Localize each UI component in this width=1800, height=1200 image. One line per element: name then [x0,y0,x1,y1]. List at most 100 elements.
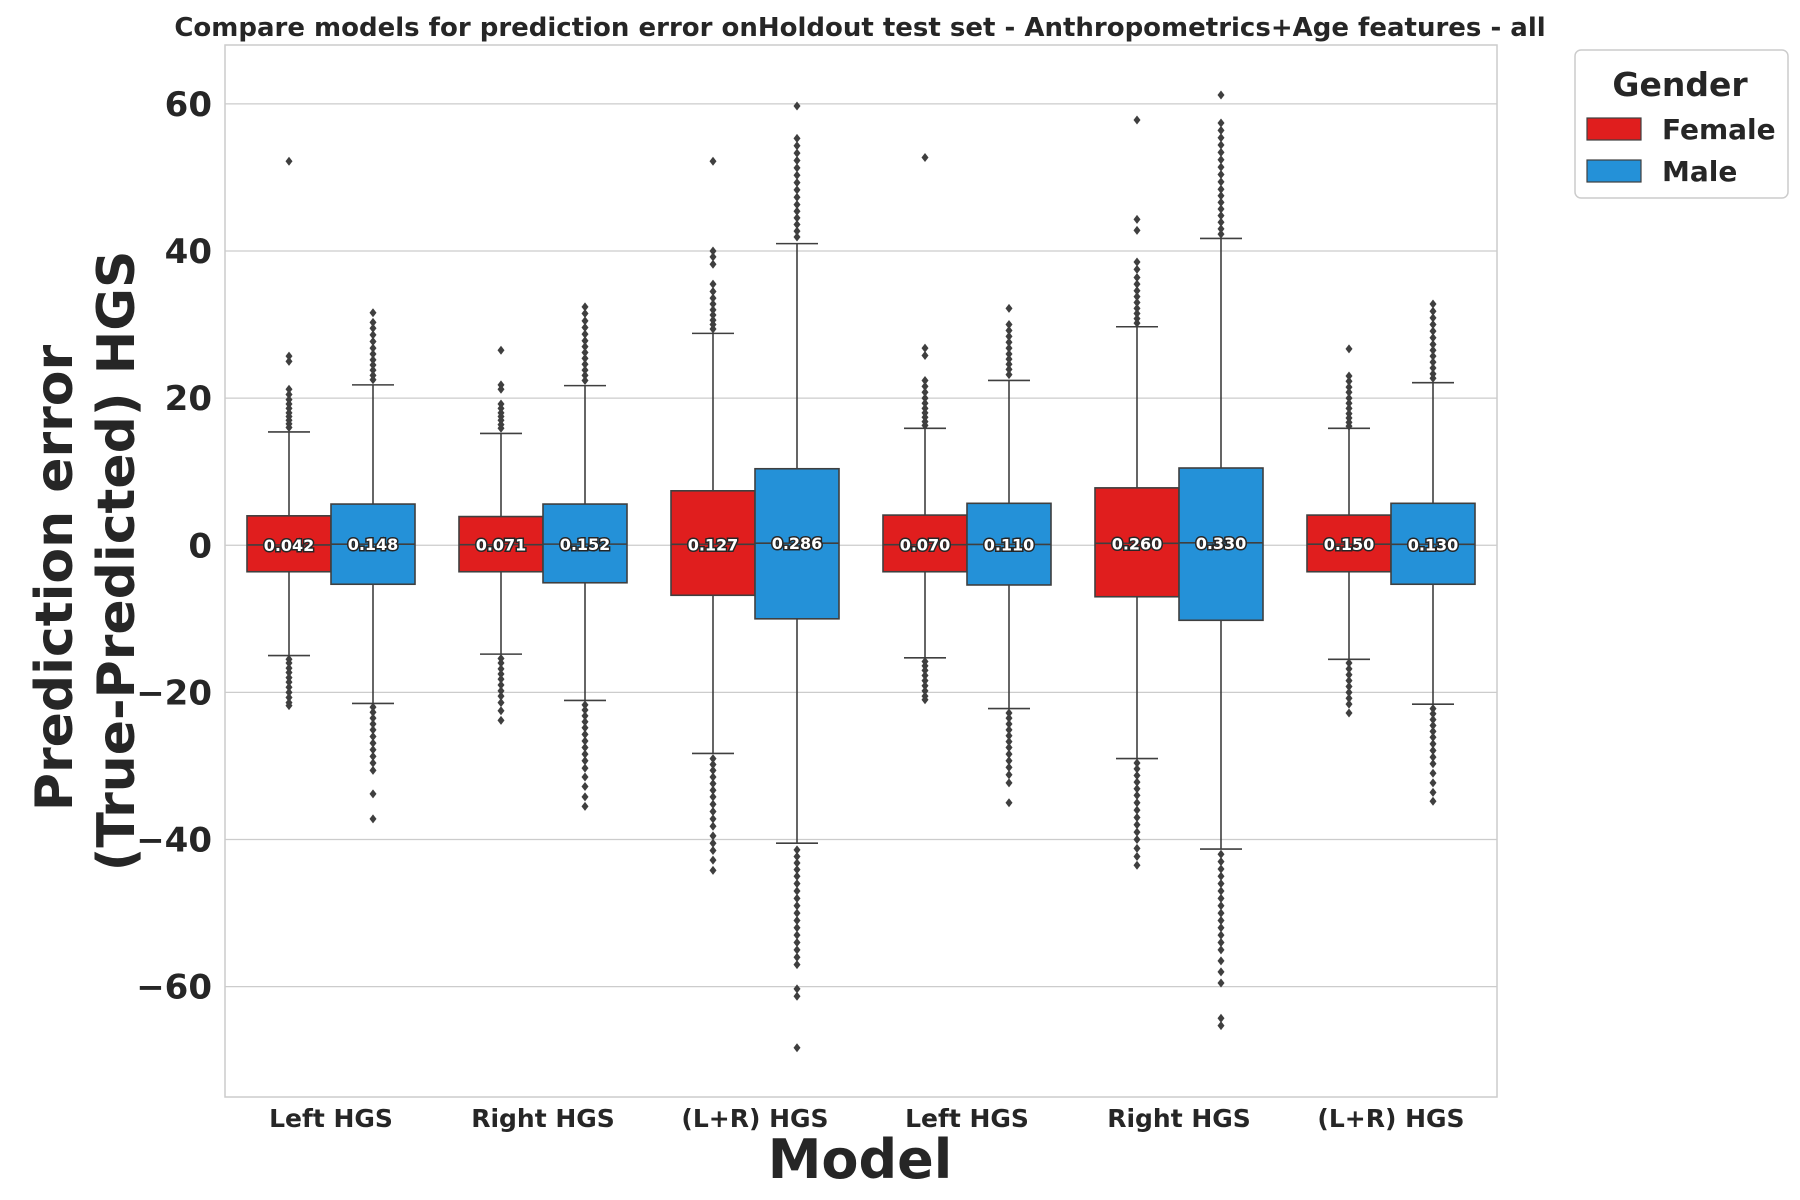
outlier-point [497,698,505,708]
outlier-point [1005,749,1013,759]
outlier-point [1429,715,1437,725]
outlier-point [1133,860,1141,870]
outlier-point [1345,681,1353,691]
outlier-point [709,831,717,841]
outlier-point [1005,719,1013,729]
outlier-point [285,693,293,703]
outlier-point [709,772,717,782]
outlier-point [369,330,377,340]
outlier-point [793,101,801,111]
outlier-point [709,286,717,296]
outlier-point [1429,778,1437,788]
outlier-point [497,664,505,674]
outlier-point [285,156,293,166]
median-value-label: 0.127 [688,535,739,554]
outlier-point [1217,133,1225,143]
outlier-point [1217,930,1225,940]
outlier-point [1429,373,1437,383]
outlier-point [285,668,293,678]
outlier-point [1133,214,1141,224]
outlier-point [1005,364,1013,374]
outlier-point [793,185,801,195]
outlier-point [709,293,717,303]
outlier-point [1345,676,1353,686]
outlier-point [921,686,929,696]
outlier-point [1429,746,1437,756]
outlier-point [1429,326,1437,336]
outlier-point [1429,732,1437,742]
outlier-point [1133,790,1141,800]
outlier-point [793,871,801,881]
outlier-point [1217,901,1225,911]
outlier-point [793,923,801,933]
legend-swatch-female [1586,117,1642,141]
outlier-point [369,336,377,346]
outlier-point [793,213,801,223]
outlier-point [1429,313,1437,323]
outlier-point [1217,908,1225,918]
outlier-point [1005,354,1013,364]
outlier-point [1345,708,1353,718]
outlier-point [581,322,589,332]
outlier-point [1133,225,1141,235]
outlier-point [581,711,589,721]
outlier-point [1345,376,1353,386]
plot-area [224,44,1498,1098]
outlier-point [1217,224,1225,234]
outlier-point [497,706,505,716]
outlier-point [709,821,717,831]
boxes: 0.042 0.071 0.127 0.070 0.260 0.150 0.148 0.152… [246,90,1476,1053]
y-tick-label: −20 [136,673,212,713]
box-female-5: 0.260 [1094,115,1180,870]
outlier-point [1345,403,1353,413]
outlier-point [1345,658,1353,668]
median-value-label: 0.130 [1408,535,1459,554]
outlier-point [1133,758,1141,768]
outlier-point [1133,820,1141,830]
outlier-point [793,879,801,889]
outlier-point [1217,945,1225,955]
outlier-point [581,353,589,363]
outlier-point [1217,118,1225,128]
outlier-point [581,782,589,792]
outlier-point [1217,184,1225,194]
outlier-point [793,155,801,165]
outlier-point [497,680,505,690]
outlier-point [709,754,717,764]
box-male-5: 0.330 [1178,90,1264,1031]
outlier-point [709,814,717,824]
outlier-point [285,351,293,361]
outlier-point [921,665,929,675]
outlier-point [921,387,929,397]
outlier-point [581,743,589,753]
outlier-point [369,349,377,359]
outlier-point [369,365,377,375]
outlier-point [1133,798,1141,808]
box-male-4: 0.110 [966,303,1052,808]
outlier-point [793,938,801,948]
outlier-point [1005,708,1013,718]
outlier-point [1005,743,1013,753]
outlier-point [1217,886,1225,896]
outlier-point [1005,331,1013,341]
outlier-point [793,148,801,158]
outlier-point [793,908,801,918]
outlier-point [709,324,717,334]
outlier-point [793,930,801,940]
box-male-2: 0.152 [542,302,628,811]
outlier-point [369,789,377,799]
outlier-point [793,163,801,173]
outlier-point [1005,762,1013,772]
outlier-point [1133,309,1141,319]
box-iqr [246,515,332,573]
outlier-point [921,381,929,391]
outlier-point [1429,333,1437,343]
y-tick-label: −40 [136,821,212,861]
outlier-point [1217,849,1225,859]
outlier-point [1133,805,1141,815]
median-value-label: 0.152 [560,535,611,554]
outlier-point [285,682,293,692]
outlier-point [1217,191,1225,201]
outlier-point [1005,325,1013,335]
outlier-point [497,423,505,433]
